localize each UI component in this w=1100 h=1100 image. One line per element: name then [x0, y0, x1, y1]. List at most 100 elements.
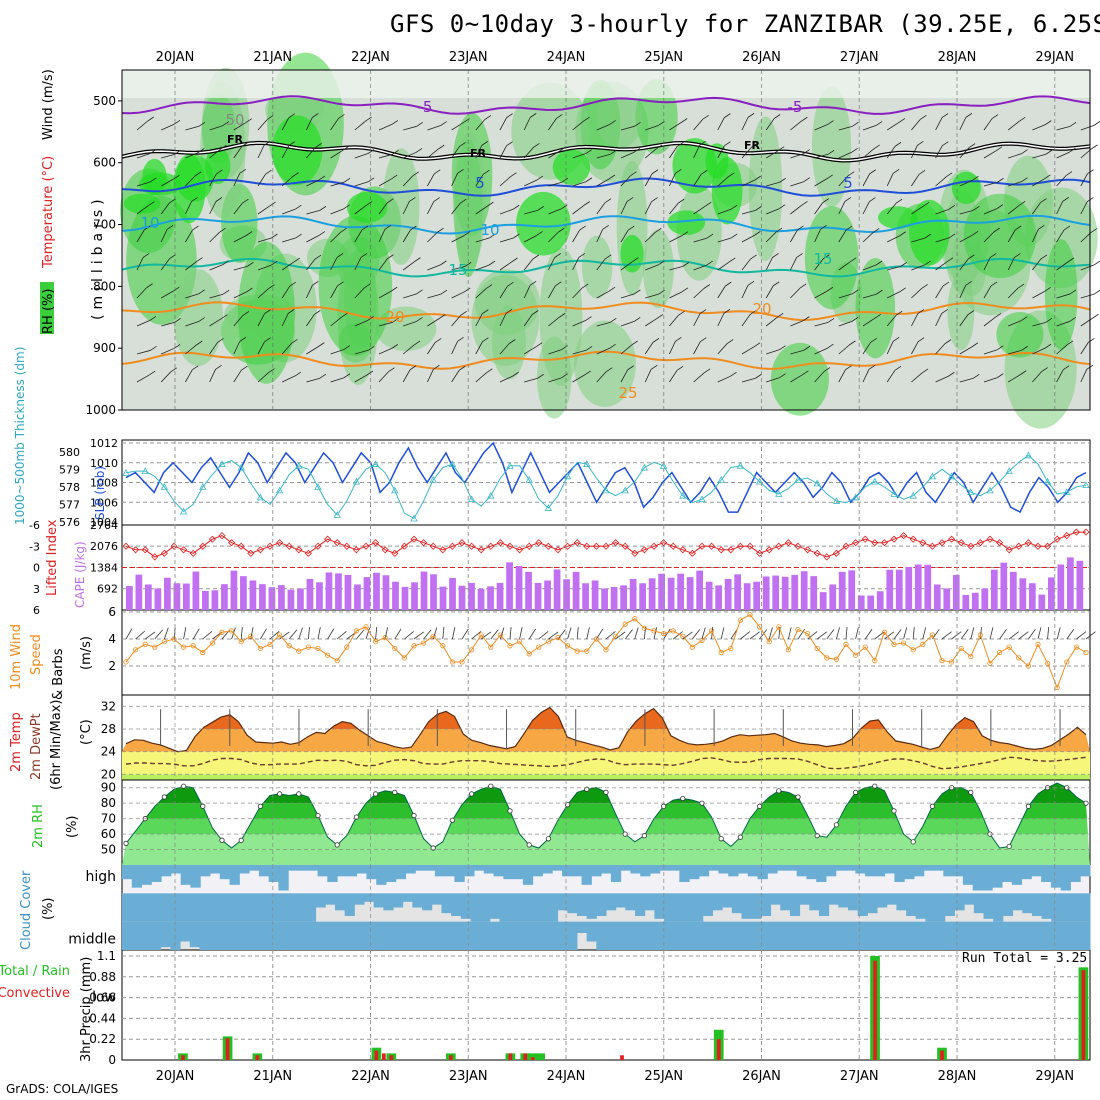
wind-barb	[403, 293, 417, 299]
wind-barb-flag	[822, 198, 829, 203]
cape-bar	[1047, 577, 1055, 610]
thickness-tick-label: 578	[59, 481, 80, 494]
cape-bar	[724, 578, 732, 610]
precip-tick-label: 0.22	[89, 1032, 116, 1046]
cloud-cell	[528, 921, 539, 950]
wind-barb	[378, 124, 392, 131]
wind-barb-flag	[1021, 149, 1028, 154]
cloud-cell	[944, 893, 955, 916]
wind-barb	[911, 341, 919, 355]
wind-barb-flag	[241, 365, 248, 371]
li-tick-label: -6	[29, 519, 40, 532]
wind-barb	[959, 314, 969, 327]
thickness-marker	[698, 495, 706, 503]
thickness-marker	[717, 476, 725, 483]
wind-barb	[740, 631, 751, 640]
rh-contour-fill	[382, 148, 420, 265]
rh-tick-label: 80	[101, 796, 116, 810]
wind-barb	[427, 173, 435, 187]
rh-marker	[680, 795, 686, 802]
wind-barb	[1032, 258, 1042, 271]
rh-marker	[315, 812, 321, 819]
thickness-line	[125, 454, 1087, 520]
wind-barb	[523, 258, 534, 271]
wind-speed-marker	[929, 632, 936, 638]
wind-barb-flag	[264, 309, 271, 314]
wind-barb	[765, 150, 779, 159]
thickness-marker	[967, 488, 975, 496]
wind-barb	[596, 290, 610, 299]
wind-barb-flag	[971, 230, 979, 236]
wind-barb-flag	[288, 309, 295, 314]
thickness-marker	[602, 486, 610, 494]
wind-barb	[838, 151, 852, 159]
cloud-cell	[180, 865, 191, 885]
wind-barb	[185, 125, 200, 131]
wind-barb-flag	[948, 233, 956, 239]
wind-barb-flag	[602, 224, 609, 230]
wind-barb	[136, 287, 147, 299]
wind-barb	[862, 342, 872, 355]
wind-barb-flag	[364, 283, 371, 289]
wind-barb-flag	[869, 197, 876, 202]
wind-barb-flag	[631, 340, 638, 346]
cloud-cell	[654, 921, 665, 950]
wind-barb-flag	[464, 262, 472, 267]
wind-speed-marker	[968, 653, 974, 660]
wind-barb	[403, 321, 417, 327]
li-tick-label: -3	[29, 540, 40, 553]
wind-barb	[233, 265, 248, 271]
wind-barb	[893, 629, 902, 640]
wind-barb	[693, 174, 702, 187]
wind-barb	[427, 318, 440, 327]
cloud-cell	[806, 865, 817, 880]
wind-barb	[306, 179, 320, 187]
wind-barb-flag	[1045, 149, 1053, 155]
cloud-cell	[886, 893, 897, 905]
wind-barb	[790, 320, 804, 327]
wind-barb	[209, 369, 216, 383]
cloud-cell	[635, 921, 646, 950]
wind-barb	[378, 290, 392, 299]
wind-barb-flag	[173, 286, 180, 292]
li-line	[125, 531, 1086, 558]
wind-speed-marker	[641, 625, 648, 631]
wind-barb-flag	[747, 113, 755, 118]
run-total-label: Run Total = 3.25	[960, 951, 1090, 966]
wind-barb-flag	[656, 314, 664, 319]
ylabel-speed: Speed	[29, 634, 44, 675]
wind-barb-flag	[289, 281, 296, 287]
wind-barb	[644, 232, 656, 243]
thickness-marker	[621, 486, 629, 494]
thickness-marker	[851, 493, 860, 501]
wind-barb-flag	[965, 113, 973, 118]
cloud-cell	[480, 893, 491, 922]
wind-barb-flag	[392, 317, 399, 323]
wind-barb	[999, 628, 1007, 640]
cape-bar	[943, 588, 951, 610]
wind-barb	[951, 631, 962, 640]
wind-barb	[160, 229, 168, 243]
wind-barb-flag	[488, 260, 496, 266]
wind-speed-marker	[881, 629, 888, 635]
thickness-tick-label: 577	[59, 498, 80, 511]
cape-bar	[1066, 557, 1074, 610]
cloud-cell	[238, 893, 249, 922]
wind-barb-flag	[267, 115, 274, 120]
cloud-cell	[567, 893, 578, 914]
wind-barb	[1008, 153, 1022, 159]
cloud-cell	[650, 865, 661, 874]
wind-barb	[1047, 627, 1050, 640]
rh-contour-fill	[811, 86, 852, 208]
wind-barb-flag	[387, 198, 394, 204]
cloud-cell	[434, 865, 446, 877]
wind-barb-flag	[942, 281, 950, 287]
cloud-cell	[189, 921, 200, 948]
wind-barb	[903, 627, 908, 640]
wind-barb-flag	[318, 342, 325, 347]
precip-convective-bar	[389, 1055, 394, 1060]
wind-barb-flag	[799, 283, 807, 289]
wind-barb-flag	[869, 169, 876, 175]
wind-barb	[1032, 347, 1046, 355]
cloud-cell	[1051, 893, 1062, 922]
